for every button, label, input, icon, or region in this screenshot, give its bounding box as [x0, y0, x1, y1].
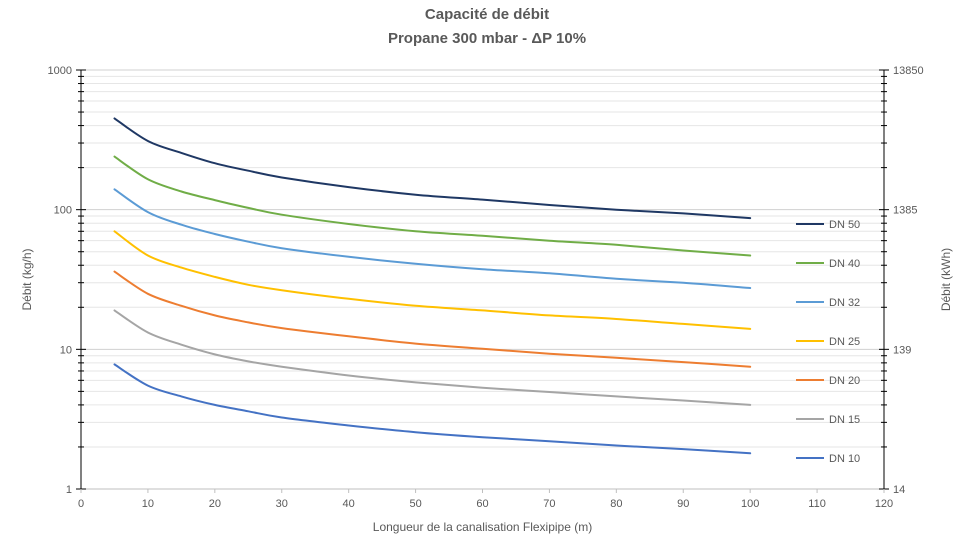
x-tick-label: 10: [142, 498, 154, 510]
series-line-dn15: [113, 309, 752, 406]
x-tick-label: 80: [610, 498, 622, 510]
y2-axis-title: Débit (kWh): [939, 248, 953, 311]
x-axis-title: Longueur de la canalisation Flexipipe (m…: [373, 520, 592, 534]
x-tick-label: 100: [741, 498, 759, 510]
x-tick-label: 40: [343, 498, 355, 510]
series-line-dn40: [113, 155, 752, 257]
x-tick-label: 120: [875, 498, 893, 510]
legend-label-dn10: DN 10: [829, 453, 860, 465]
axis-layer: [76, 69, 889, 493]
x-tick-label: 0: [78, 498, 84, 510]
chart-title: Capacité de débit: [424, 6, 550, 23]
series-line-dn10: [113, 363, 752, 455]
series-line-dn50: [113, 117, 752, 220]
legend-label-dn25: DN 25: [829, 336, 860, 348]
y2-tick-label: 1385: [893, 205, 917, 217]
x-tick-label: 110: [808, 498, 826, 510]
y-tick-label: 1000: [48, 65, 72, 77]
legend-label-dn50: DN 50: [829, 219, 860, 231]
y-axis-title: Débit (kg/h): [20, 248, 34, 310]
y2-tick-label: 14: [893, 484, 905, 496]
series-line-dn25: [113, 230, 752, 330]
x-tick-label: 60: [476, 498, 488, 510]
x-tick-label: 30: [276, 498, 288, 510]
chart-subtitle: Propane 300 mbar - ΔP 10%: [387, 30, 587, 47]
legend-layer: DN 50 DN 40 DN 32 DN 25 DN 20 DN 15 DN 10: [796, 219, 860, 465]
y2-tick-label: 13850: [893, 65, 924, 77]
y-tick-label: 10: [60, 344, 72, 356]
legend-label-dn32: DN 32: [829, 297, 860, 309]
grid-layer: [81, 69, 884, 490]
series-line-dn20: [113, 270, 752, 368]
x-tick-label: 50: [409, 498, 421, 510]
y-tick-label: 100: [54, 205, 72, 217]
series-line-dn32: [113, 188, 752, 289]
y2-tick-label: 139: [893, 344, 911, 356]
y-tick-label: 1: [66, 484, 72, 496]
legend-label-dn20: DN 20: [829, 375, 860, 387]
legend-label-dn15: DN 15: [829, 414, 860, 426]
x-tick-label: 20: [209, 498, 221, 510]
legend-label-dn40: DN 40: [829, 258, 860, 270]
series-layer: [113, 117, 752, 455]
x-tick-label: 90: [677, 498, 689, 510]
x-tick-label: 70: [543, 498, 555, 510]
